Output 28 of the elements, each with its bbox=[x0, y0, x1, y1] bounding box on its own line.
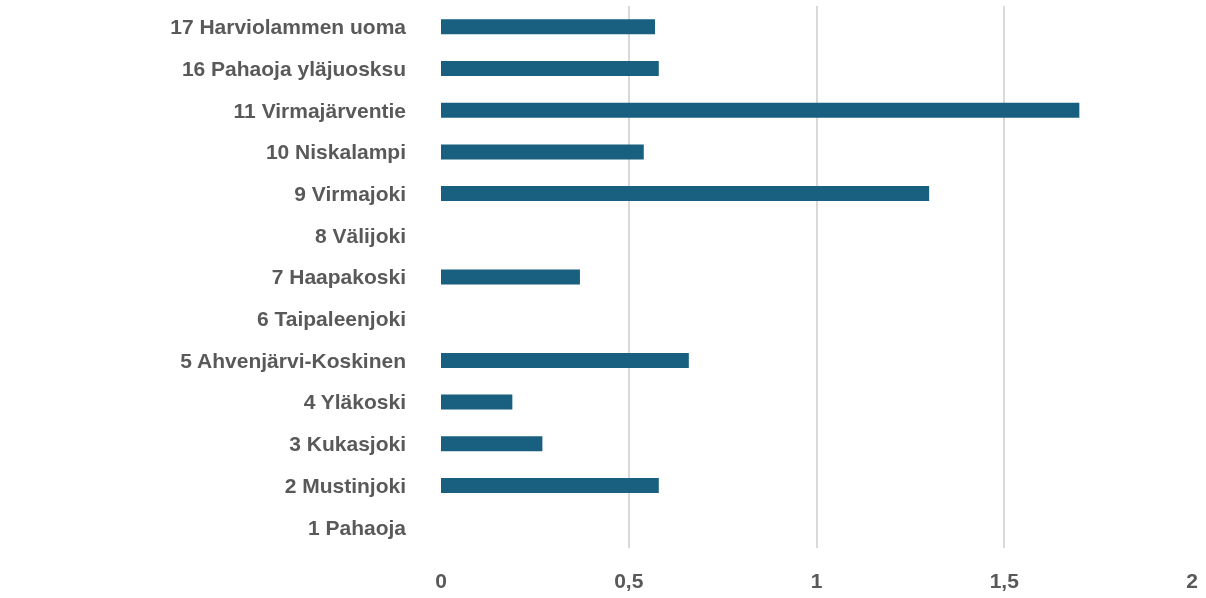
y-tick-label: 7 Haapakoski bbox=[271, 265, 406, 289]
x-tick-label: 0,5 bbox=[614, 569, 644, 592]
bar bbox=[441, 19, 656, 35]
y-tick-label: 6 Taipaleenjoki bbox=[257, 307, 406, 331]
x-tick-label: 0 bbox=[435, 569, 447, 592]
bar bbox=[441, 61, 659, 77]
y-tick-label: 5 Ahvenjärvi-Koskinen bbox=[180, 348, 406, 372]
y-tick-label: 16 Pahaoja yläjuosksu bbox=[181, 56, 406, 80]
y-tick-label: 8 Välijoki bbox=[314, 223, 406, 247]
y-tick-label: 2 Mustinjoki bbox=[284, 473, 406, 497]
bar bbox=[441, 186, 930, 202]
y-tick-label: 3 Kukasjoki bbox=[289, 432, 406, 456]
y-tick-label: 11 Virmajärventie bbox=[233, 98, 406, 122]
y-tick-label: 17 Harviolammen uoma bbox=[170, 15, 407, 39]
bar bbox=[441, 436, 543, 452]
y-tick-label: 9 Virmajoki bbox=[294, 181, 406, 205]
y-tick-label: 1 Pahaoja bbox=[307, 515, 407, 539]
y-tick-label: 10 Niskalampi bbox=[265, 140, 406, 164]
bar bbox=[441, 102, 1080, 118]
x-tick-label: 2 bbox=[1186, 569, 1198, 592]
x-tick-label: 1,5 bbox=[989, 569, 1020, 592]
bar bbox=[441, 477, 659, 493]
bar bbox=[441, 352, 689, 368]
y-tick-label: 4 Yläkoski bbox=[303, 390, 406, 414]
bar bbox=[441, 269, 580, 285]
x-tick-label: 1 bbox=[810, 569, 823, 592]
bar bbox=[441, 394, 513, 410]
bar bbox=[441, 144, 644, 160]
